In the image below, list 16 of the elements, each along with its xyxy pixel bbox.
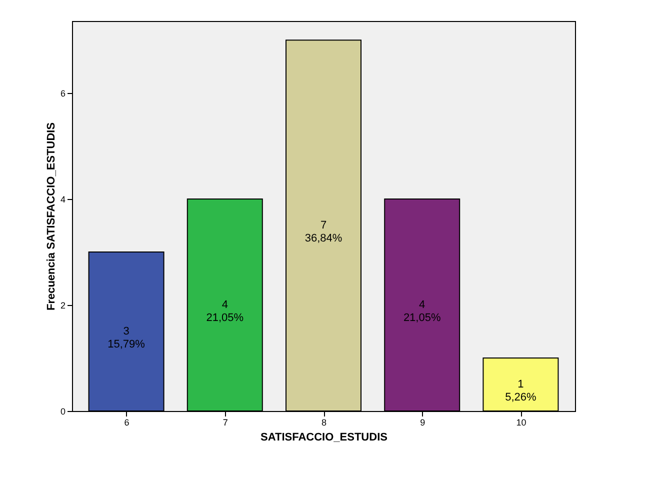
data-label: 7 36,84% — [304, 220, 342, 245]
x-axis-title: SATISFACCIO_ESTUDIS — [260, 432, 388, 444]
x-tick-label: 7 — [222, 418, 228, 428]
y-axis-title: Frecuencia SATISFACCIO_ESTUDIS — [45, 122, 58, 311]
y-tick-label: 4 — [60, 194, 66, 205]
y-tick-label: 0 — [60, 406, 66, 416]
x-tick-label: 10 — [516, 418, 526, 428]
y-tick-label: 2 — [60, 300, 66, 311]
data-label: 4 21,05% — [206, 299, 244, 324]
data-label: 4 21,05% — [403, 299, 441, 324]
x-tick-label: 6 — [124, 418, 130, 428]
data-label: 1 5,26% — [505, 378, 537, 404]
data-label: 3 15,79% — [108, 326, 146, 351]
x-tick-label: 8 — [321, 418, 327, 428]
y-tick-label: 6 — [60, 88, 66, 99]
x-tick-label: 9 — [420, 418, 426, 428]
